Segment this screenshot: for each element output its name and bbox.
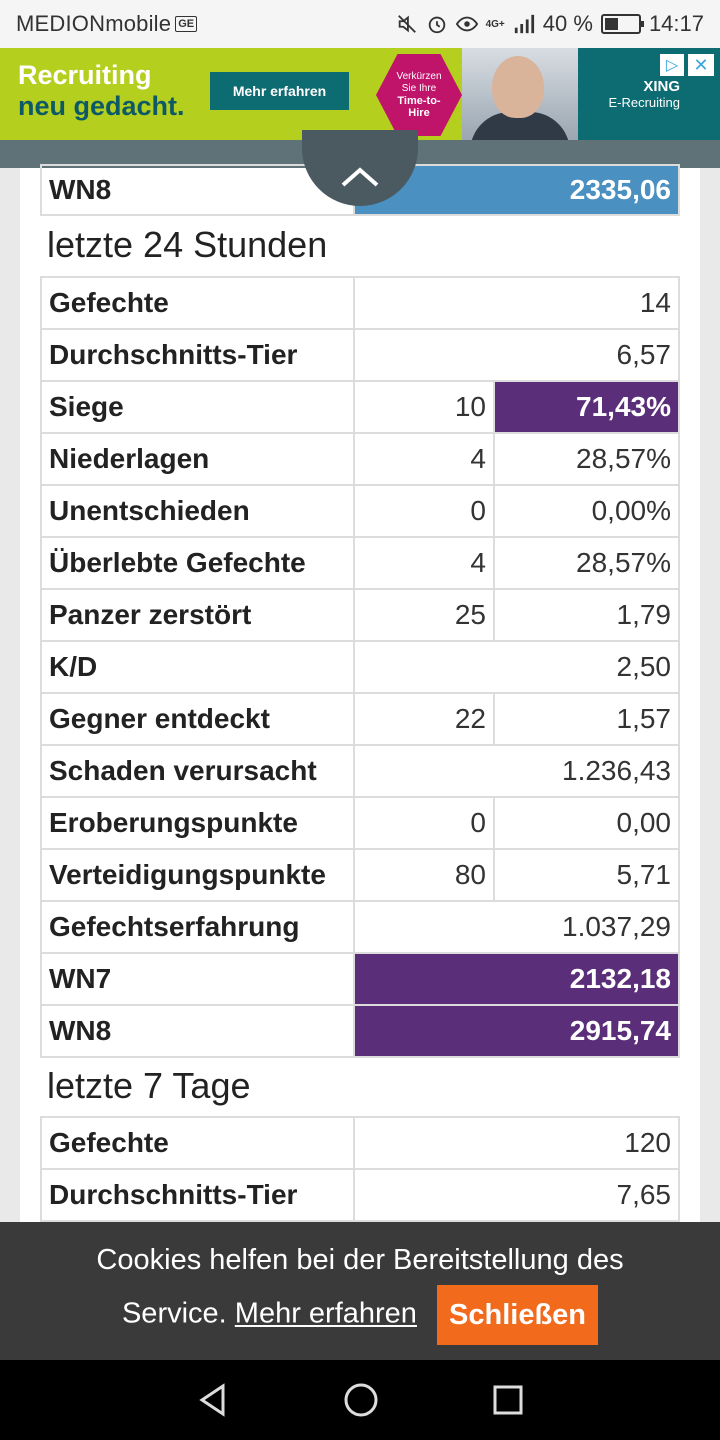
row-value: 0,00	[493, 796, 680, 850]
ad-cta-button[interactable]: Mehr erfahren	[210, 72, 349, 110]
cookie-text-line1: Cookies helfen bei der Bereitstellung de…	[96, 1244, 624, 1276]
cookie-text-line2: Service. Mehr erfahren Schließen	[0, 1285, 720, 1345]
cookie-text: Service.	[121, 1297, 227, 1330]
row-value: 7,65	[353, 1168, 680, 1222]
row-value: 2,50	[353, 640, 680, 694]
ad-choices-icon[interactable]: ▷	[660, 54, 684, 76]
table-row: Eroberungspunkte 0 0,00	[40, 796, 680, 850]
row-label: Unentschieden	[40, 484, 355, 538]
row-label: WN7	[40, 952, 355, 1006]
table-row: Überlebte Gefechte 4 28,57%	[40, 536, 680, 590]
table-row: Siege 10 71,43%	[40, 380, 680, 434]
battery-icon	[600, 14, 644, 34]
table-row: Panzer zerstört 25 1,79	[40, 588, 680, 642]
row-count: 0	[353, 484, 495, 538]
row-label: Schaden verursacht	[40, 744, 355, 798]
table-row: Gefechtserfahrung 1.037,29	[40, 900, 680, 954]
status-bar: MEDIONmobile GE 4G+ 40 % 14:17	[0, 0, 720, 48]
row-count: 0	[353, 796, 495, 850]
cookie-banner: Cookies helfen bei der Bereitstellung de…	[0, 1222, 720, 1360]
row-label: Gegner entdeckt	[40, 692, 355, 746]
row-count: 22	[353, 692, 495, 746]
table-row: Gefechte 120	[40, 1116, 680, 1170]
row-value-highlighted: 71,43%	[493, 380, 680, 434]
row-count: 80	[353, 848, 495, 902]
row-value: 1,79	[493, 588, 680, 642]
status-icons: 4G+ 40 % 14:17	[396, 11, 704, 37]
section-title-7d: letzte 7 Tage	[47, 1065, 251, 1106]
row-value: 6,57	[353, 328, 680, 382]
ad-photo	[462, 48, 578, 140]
section-title-24h: letzte 24 Stunden	[47, 224, 328, 265]
row-value: 1.037,29	[353, 900, 680, 954]
row-value: 1.236,43	[353, 744, 680, 798]
row-value: 14	[353, 276, 680, 330]
battery-percent: 40 %	[542, 11, 593, 36]
table-row: Unentschieden 0 0,00%	[40, 484, 680, 538]
cookie-more-link[interactable]: Mehr erfahren	[234, 1297, 417, 1330]
table-row: Durchschnitts-Tier 6,57	[40, 328, 680, 382]
row-label: Überlebte Gefechte	[40, 536, 355, 590]
ad-badge: Verkürzen Sie Ihre Time-to- Hire	[376, 54, 462, 136]
mute-icon	[397, 15, 416, 33]
table-row: Niederlagen 4 28,57%	[40, 432, 680, 486]
row-label: WN8	[40, 164, 355, 216]
carrier-badge: GE	[175, 16, 198, 32]
row-value: 1,57	[493, 692, 680, 746]
row-count: 4	[353, 432, 495, 486]
table-row: Schaden verursacht 1.236,43	[40, 744, 680, 798]
stats-table-7d: Gefechte 120 Durchschnitts-Tier 7,65	[40, 1116, 680, 1222]
ad-banner[interactable]: Recruiting neu gedacht. Mehr erfahren Ve…	[0, 48, 720, 140]
eye-icon	[455, 16, 478, 32]
row-label: Gefechte	[40, 276, 355, 330]
row-value: 5,71	[493, 848, 680, 902]
navigation-bar	[0, 1360, 720, 1440]
back-icon[interactable]	[196, 1383, 230, 1417]
row-label: Durchschnitts-Tier	[40, 328, 355, 382]
table-row: K/D 2,50	[40, 640, 680, 694]
clock: 14:17	[648, 11, 704, 36]
row-label: WN8	[40, 1004, 355, 1058]
wn7-value: 2132,18	[353, 952, 680, 1006]
signal-icon	[514, 14, 534, 34]
ad-close-icon[interactable]: ✕	[688, 54, 714, 76]
recents-icon[interactable]	[492, 1384, 524, 1416]
wn8-value: 2915,74	[353, 1004, 680, 1058]
carrier-name: MEDIONmobile	[16, 11, 172, 36]
row-count: 25	[353, 588, 495, 642]
ad-headline: Recruiting neu gedacht.	[18, 60, 185, 121]
network-type: 4G+	[485, 18, 505, 30]
table-row: WN7 2132,18	[40, 952, 680, 1006]
row-label: Niederlagen	[40, 432, 355, 486]
table-row: Gefechte 14	[40, 276, 680, 330]
table-row: Gegner entdeckt 22 1,57	[40, 692, 680, 746]
chevron-up-icon	[341, 167, 379, 187]
row-label: Verteidigungspunkte	[40, 848, 355, 902]
row-label: Siege	[40, 380, 355, 434]
stats-table-24h: Gefechte 14 Durchschnitts-Tier 6,57 Sieg…	[40, 276, 680, 1058]
row-label: Eroberungspunkte	[40, 796, 355, 850]
table-row: Durchschnitts-Tier 7,65	[40, 1168, 680, 1222]
row-value: 0,00%	[493, 484, 680, 538]
row-label: Gefechtserfahrung	[40, 900, 355, 954]
table-row: Verteidigungspunkte 80 5,71	[40, 848, 680, 902]
row-value: 28,57%	[493, 432, 680, 486]
row-label: Panzer zerstört	[40, 588, 355, 642]
alarm-icon	[428, 16, 445, 34]
table-row: WN8 2915,74	[40, 1004, 680, 1058]
row-label: K/D	[40, 640, 355, 694]
row-value: 120	[353, 1116, 680, 1170]
row-label: Gefechte	[40, 1116, 355, 1170]
cookie-close-button[interactable]: Schließen	[437, 1285, 599, 1345]
row-count: 4	[353, 536, 495, 590]
row-label: Durchschnitts-Tier	[40, 1168, 355, 1222]
row-count: 10	[353, 380, 495, 434]
home-icon[interactable]	[343, 1382, 379, 1418]
row-value: 28,57%	[493, 536, 680, 590]
